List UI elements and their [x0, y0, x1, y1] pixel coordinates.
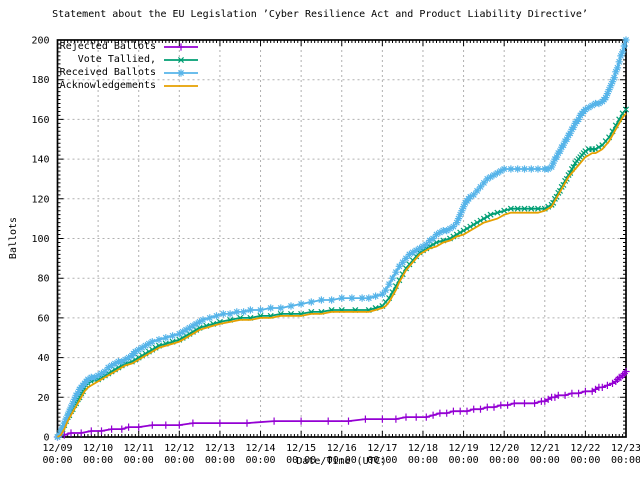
x-tick-time-label: 00:00 [367, 455, 397, 466]
x-tick-time-label: 00:00 [286, 455, 316, 466]
x-tick-time-label: 00:00 [124, 455, 154, 466]
star-marker-line-icon [164, 68, 198, 77]
x-tick-time-label: 00:00 [205, 455, 235, 466]
series-line-rejected-ballots [57, 370, 627, 438]
legend-item-received-ballots: Received Ballots [59, 66, 199, 79]
y-tick-label: 180 [31, 75, 49, 86]
x-tick-date-label: 12/12 [164, 443, 194, 454]
x-tick-date-label: 12/10 [83, 443, 113, 454]
y-tick-label: 120 [31, 194, 49, 205]
x-tick-date-label: 12/22 [570, 443, 600, 454]
y-tick-label: 0 [43, 433, 49, 444]
x-tick-time-label: 00:00 [449, 455, 479, 466]
legend-sample-marker [177, 42, 185, 51]
x-tick-date-label: 12/18 [408, 443, 438, 454]
cross-marker-line-icon [164, 56, 198, 63]
plus-marker-line-icon [164, 42, 198, 51]
legend-sample-marker [177, 68, 185, 77]
x-tick-date-label: 12/23 [611, 443, 640, 454]
y-tick-label: 100 [31, 234, 49, 245]
x-tick-time-label: 00:00 [245, 455, 275, 466]
legend-item-vote-tallied: Vote Tallied, [59, 53, 199, 66]
series-markers-rejected-ballots [53, 367, 630, 441]
x-tick-time-label: 00:00 [408, 455, 438, 466]
y-tick-label: 140 [31, 155, 49, 166]
y-tick-label: 40 [37, 353, 49, 364]
y-tick-label: 80 [37, 274, 49, 285]
x-tick-date-label: 12/14 [245, 443, 275, 454]
legend-label-received-ballots: Received Ballots [59, 67, 156, 78]
x-tick-date-label: 12/17 [367, 443, 397, 454]
gridlines [57, 39, 627, 438]
legend-label-acknowledgements: Acknowledgements [59, 80, 156, 91]
y-axis-title: Ballots [8, 216, 19, 260]
legend-label-rejected-ballots: Rejected Ballots [59, 41, 156, 52]
plot-border [56, 39, 627, 438]
x-tick-time-label: 00:00 [327, 455, 357, 466]
y-tick-label: 160 [31, 115, 49, 126]
x-tick-date-label: 12/20 [489, 443, 519, 454]
x-tick-date-label: 12/11 [124, 443, 154, 454]
legend-label-vote-tallied: Vote Tallied, [77, 54, 156, 65]
x-tick-date-label: 12/13 [205, 443, 235, 454]
x-tick-time-label: 00:00 [164, 455, 194, 466]
series-line-acknowledgements [57, 112, 627, 438]
y-tick-label: 60 [37, 313, 49, 324]
x-tick-time-label: 00:00 [570, 455, 600, 466]
x-tick-date-label: 12/19 [449, 443, 479, 454]
legend-sample-marker [177, 56, 185, 63]
legend-item-rejected-ballots: Rejected Ballots [59, 40, 199, 53]
x-tick-date-label: 12/15 [286, 443, 316, 454]
x-tick-date-label: 12/21 [530, 443, 560, 454]
x-tick-time-label: 00:00 [489, 455, 519, 466]
x-tick-date-label: 12/09 [42, 443, 72, 454]
legend: Rejected Ballots Vote Tallied, Received … [59, 40, 199, 92]
x-axis-title: Date/Time (UTC) [296, 456, 387, 467]
chart-title: Statement about the EU Legislation ’Cybe… [52, 9, 588, 20]
plain-line-icon [164, 84, 198, 87]
x-tick-time-label: 00:00 [530, 455, 560, 466]
y-tick-label: 20 [37, 393, 49, 404]
y-tick-label: 200 [31, 36, 49, 47]
x-tick-time-label: 00:00 [83, 455, 113, 466]
x-tick-date-label: 12/16 [327, 443, 357, 454]
legend-item-acknowledgements: Acknowledgements [59, 79, 199, 92]
x-tick-time-label: 00:00 [42, 455, 72, 466]
x-tick-time-label: 00:00 [611, 455, 640, 466]
